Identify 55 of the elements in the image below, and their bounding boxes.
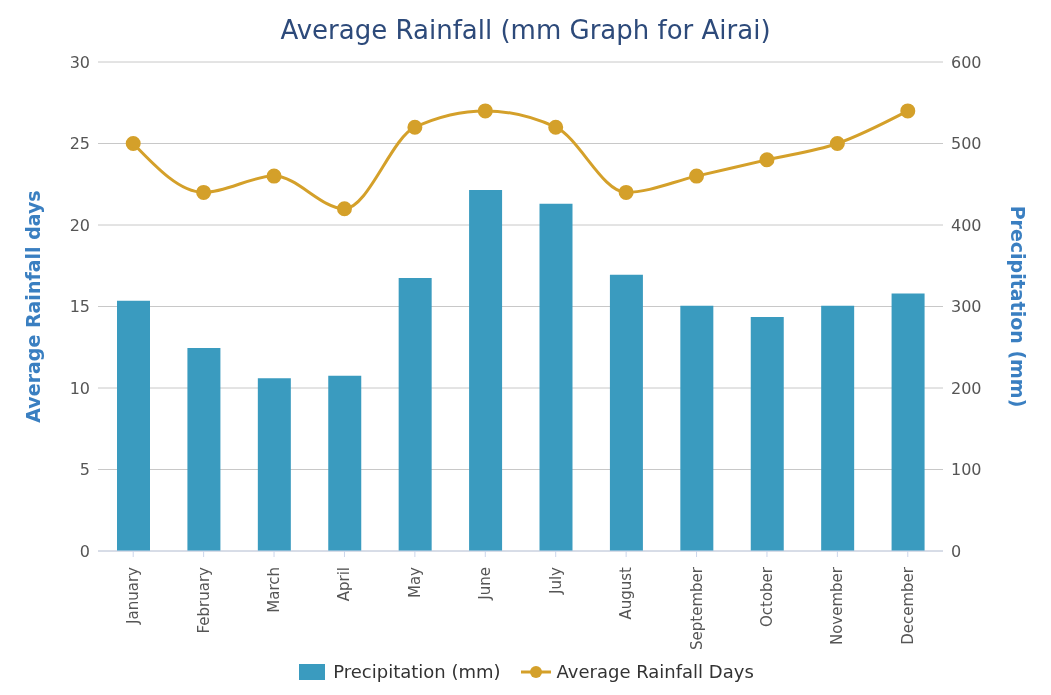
bar [680,305,714,551]
x-tick-label: April [335,567,354,602]
y2-tick-label: 100 [951,460,982,480]
x-tick-label: May [405,566,424,599]
y-tick-label: 0 [79,541,90,561]
chart-title: Average Rainfall (mm Graph for Airai) [279,14,772,47]
x-tick-label: November [828,566,847,646]
bar [539,203,573,551]
y-axis-title: Average Rainfall days [21,190,44,423]
bar [750,317,784,551]
y-tick-label: 10 [69,378,90,398]
y2-tick-label: 300 [951,297,982,317]
y-tick-label: 30 [69,52,90,72]
bar [257,378,291,551]
bar [117,300,150,551]
point [266,168,282,184]
bar [328,375,362,551]
point [829,136,845,151]
x-tick-label: February [194,566,213,634]
x-tick-label: January [124,566,143,625]
point [336,201,352,217]
point [618,184,634,200]
x-tick-label: June [476,567,495,601]
y2-tick-label: 0 [951,541,962,561]
bar [609,274,643,551]
y-tick-label: 5 [79,460,90,480]
point [407,119,423,135]
y-tick-label: 25 [69,134,90,154]
x-tick-label: March [265,567,284,613]
point [689,168,705,184]
bar [469,189,503,551]
x-tick-label: December [898,566,917,645]
y-tick-label: 15 [69,297,90,317]
x-tick-label: September [687,566,706,650]
bar [187,348,221,551]
point [196,184,212,200]
point [125,136,141,151]
bar [398,277,432,551]
y2-tick-label: 200 [951,378,982,398]
y2-tick-label: 500 [951,134,982,154]
y2-tick-label: 400 [951,215,982,235]
legend-label: Precipitation (mm) [332,661,501,682]
bar [821,305,855,551]
legend-label: Average Rainfall Days [555,661,754,682]
bar [891,293,925,551]
point [548,119,564,135]
x-tick-label: October [757,566,776,628]
y2-tick-label: 600 [951,52,982,72]
y2-axis-title: Precipitation (mm) [1007,205,1030,408]
y-tick-label: 20 [69,215,90,235]
point [759,152,775,168]
point [477,103,493,119]
x-tick-label: August [617,566,636,620]
x-tick-label: July [546,566,565,595]
point [900,103,916,119]
